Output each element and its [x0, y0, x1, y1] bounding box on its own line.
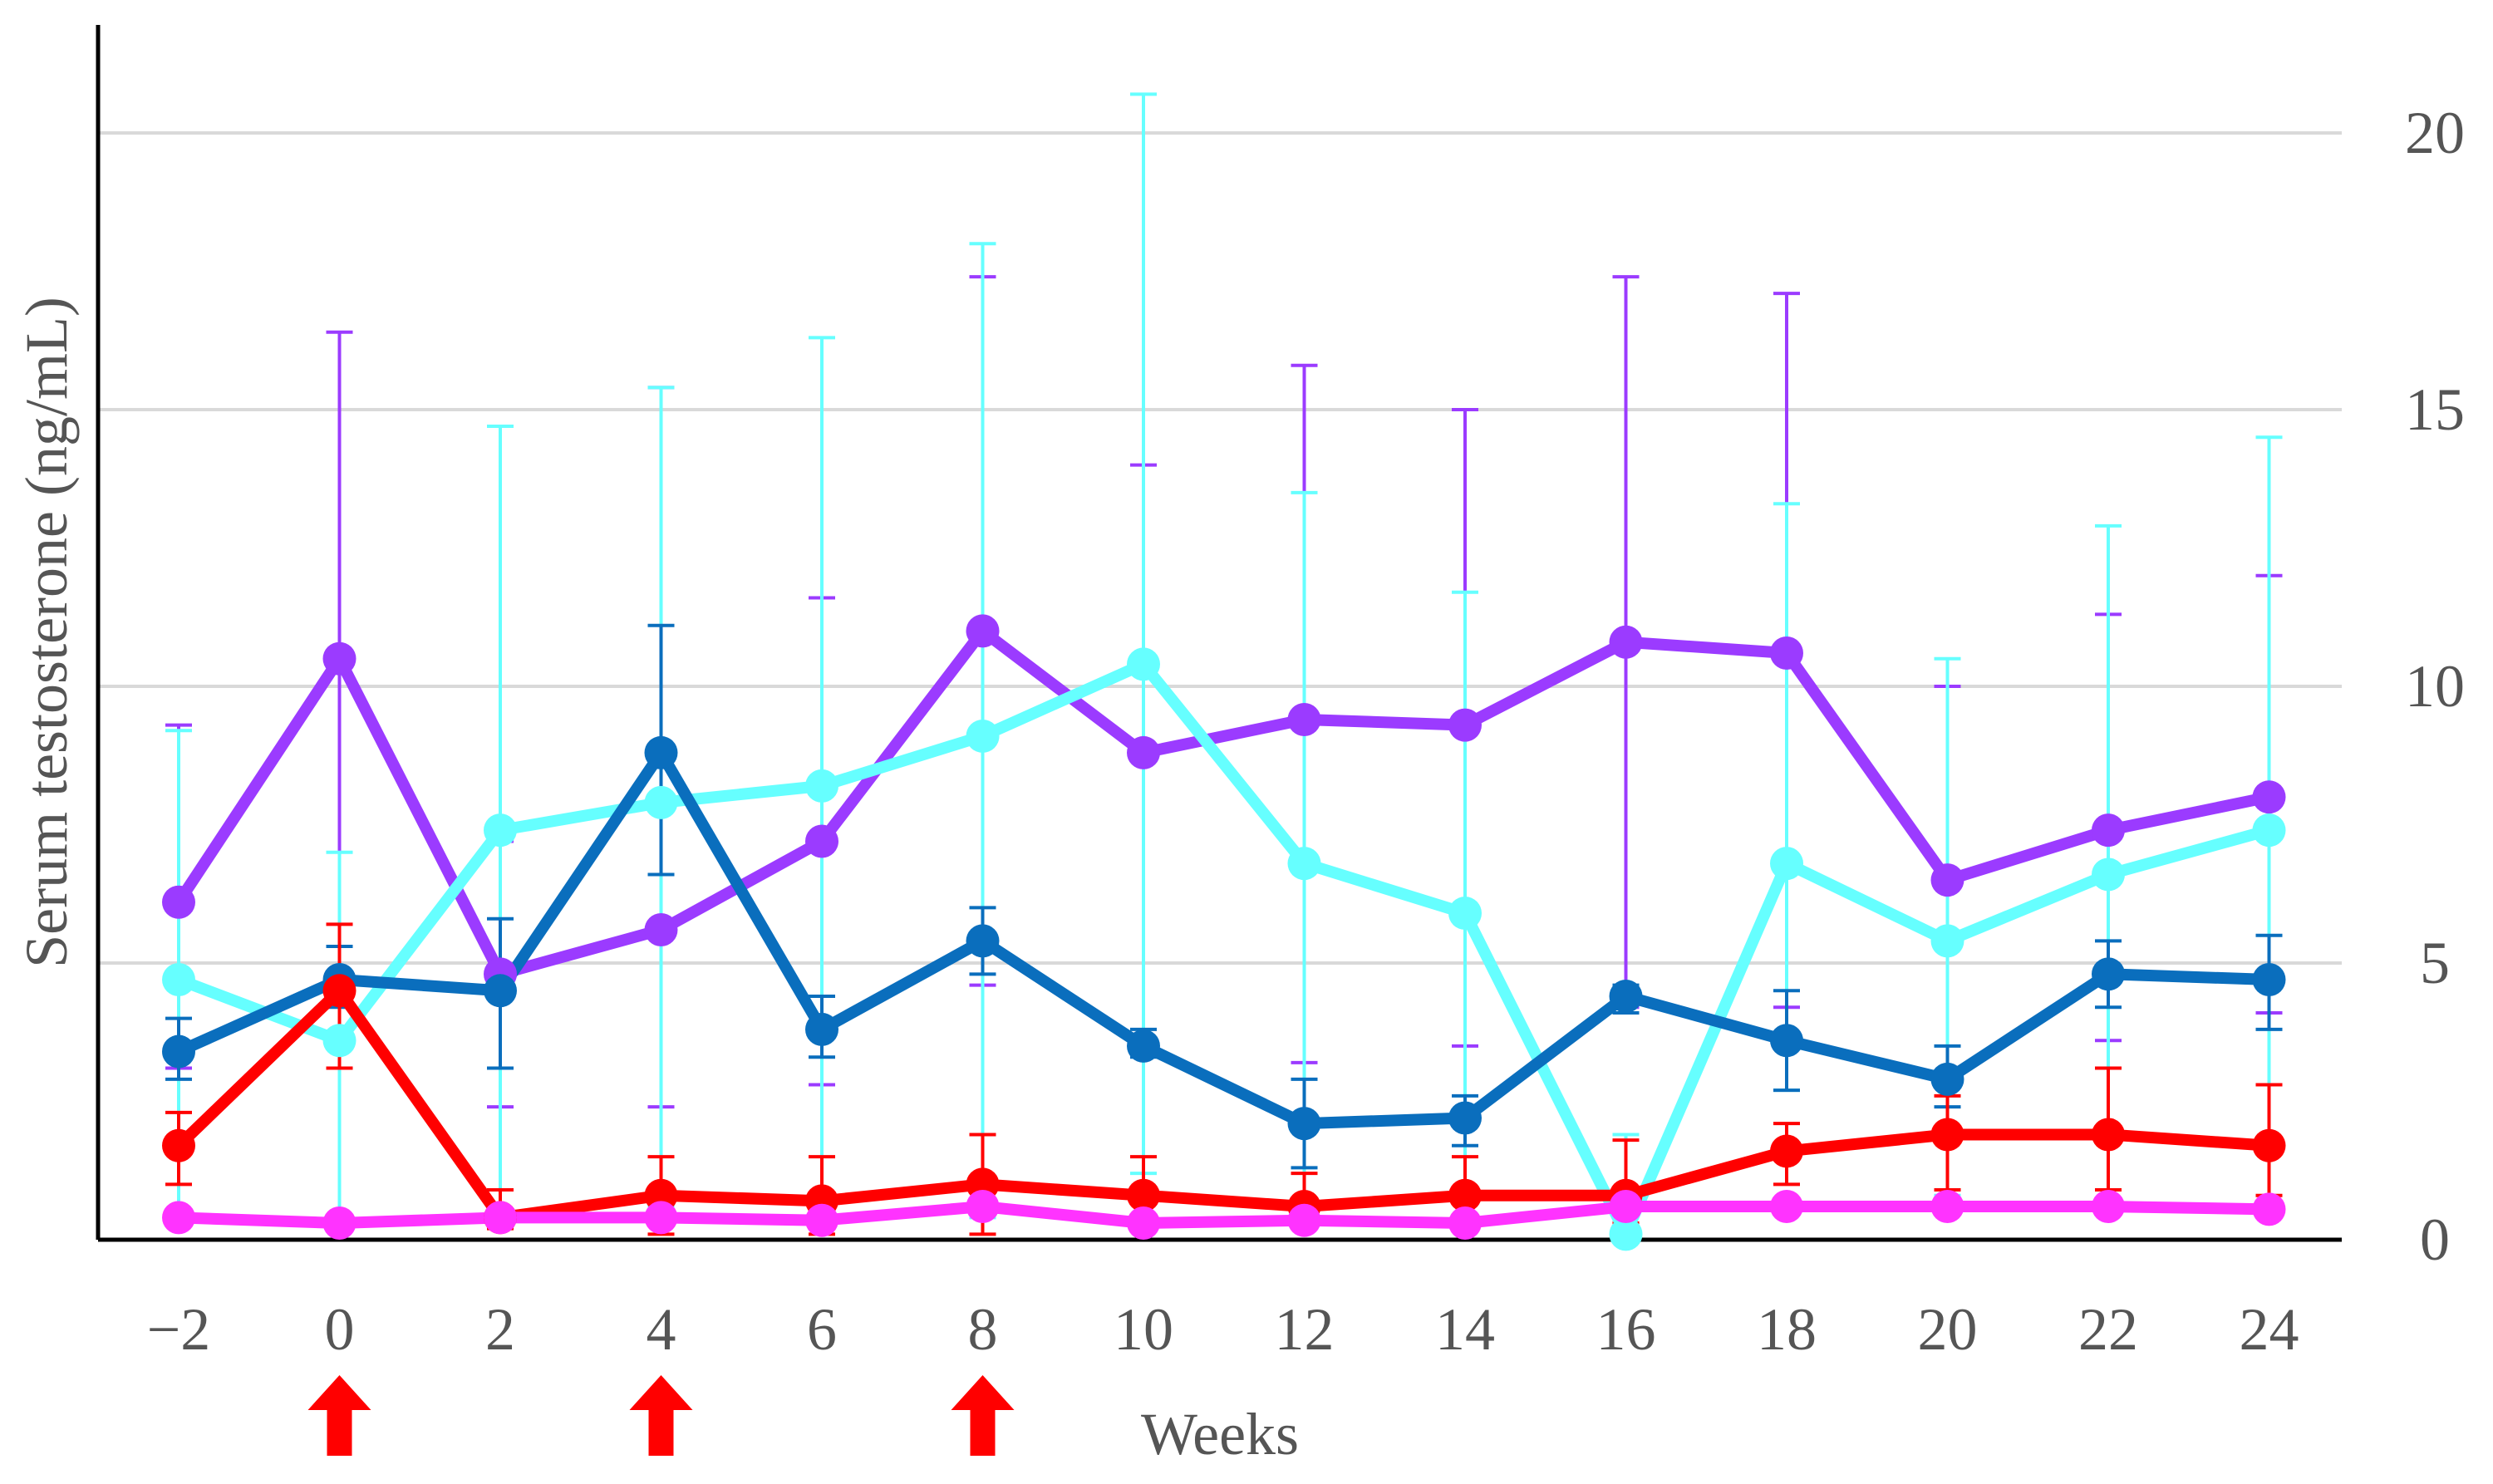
data-point-blue — [1448, 1101, 1482, 1135]
x-tick-labels: −2 0 2 4 6 8 10 12 14 16 18 20 22 24 — [147, 1296, 2299, 1363]
y-tick-label: 5 — [2420, 930, 2450, 996]
data-point-blue — [966, 924, 1000, 958]
x-tick-label: 20 — [1918, 1296, 1978, 1363]
data-point-red — [1930, 1118, 1964, 1152]
data-point-magenta — [2092, 1190, 2125, 1224]
x-axis-title: Weeks — [1141, 1401, 1299, 1467]
data-point-blue — [644, 735, 678, 769]
dose-arrow-icon — [629, 1375, 693, 1456]
data-point-blue — [162, 1034, 195, 1069]
x-tick-label: 22 — [2078, 1296, 2138, 1363]
x-tick-label: 16 — [1596, 1296, 1656, 1363]
data-point-red — [2092, 1118, 2125, 1152]
data-point-magenta — [162, 1201, 195, 1235]
y-tick-label: 15 — [2405, 376, 2465, 443]
series-lines — [173, 625, 2275, 1241]
data-point-magenta — [805, 1203, 838, 1237]
data-point-blue — [1609, 979, 1643, 1013]
data-point-blue — [1127, 1029, 1160, 1063]
data-point-magenta — [1287, 1203, 1321, 1237]
data-point-blue — [1930, 1062, 1964, 1096]
y-tick-label: 20 — [2405, 100, 2465, 166]
data-point-magenta — [1127, 1206, 1160, 1241]
data-point-blue — [805, 1012, 838, 1046]
data-point-cyan — [1609, 1217, 1643, 1251]
data-point-red — [1127, 1178, 1160, 1212]
data-point-magenta — [2252, 1192, 2286, 1226]
x-tick-label: 24 — [2240, 1296, 2299, 1363]
series-line-purple — [173, 625, 2275, 980]
data-point-blue — [2252, 962, 2286, 996]
data-point-cyan — [1448, 897, 1482, 931]
data-point-cyan — [1127, 647, 1160, 681]
data-point-purple — [1448, 708, 1482, 742]
dose-arrow-icon — [307, 1375, 371, 1456]
data-point-cyan — [162, 962, 195, 996]
y-tick-label: 0 — [2420, 1206, 2450, 1273]
series-line-magenta — [173, 1201, 2275, 1230]
data-point-red — [322, 974, 356, 1008]
data-point-cyan — [1930, 924, 1964, 958]
data-point-magenta — [1770, 1190, 1803, 1224]
data-point-red — [2252, 1128, 2286, 1162]
y-tick-labels: 0 5 10 15 20 — [2405, 100, 2465, 1273]
data-point-purple — [644, 913, 678, 947]
x-tick-label: 2 — [485, 1296, 515, 1363]
data-point-purple — [1770, 636, 1803, 671]
data-point-purple — [322, 641, 356, 676]
dose-arrow-icon — [951, 1375, 1015, 1456]
x-tick-label: 12 — [1275, 1296, 1335, 1363]
data-point-magenta — [966, 1190, 1000, 1224]
data-point-cyan — [644, 785, 678, 819]
data-point-magenta — [322, 1206, 356, 1241]
x-tick-label: 6 — [807, 1296, 837, 1363]
series-line-blue — [173, 746, 2275, 1130]
data-point-cyan — [2092, 857, 2125, 892]
x-tick-label: 8 — [968, 1296, 998, 1363]
data-point-blue — [1287, 1107, 1321, 1141]
x-tick-label: 10 — [1114, 1296, 1173, 1363]
data-point-purple — [966, 614, 1000, 648]
data-point-red — [1448, 1178, 1482, 1212]
data-point-cyan — [2252, 813, 2286, 848]
data-point-cyan — [966, 719, 1000, 753]
data-point-cyan — [322, 1024, 356, 1058]
data-point-purple — [1287, 702, 1321, 736]
data-point-purple — [1609, 625, 1643, 659]
x-tick-label: 4 — [647, 1296, 676, 1363]
data-point-blue — [2092, 957, 2125, 991]
y-tick-label: 10 — [2405, 653, 2465, 720]
data-point-red — [162, 1128, 195, 1162]
data-point-cyan — [1770, 847, 1803, 881]
series-line-red — [173, 985, 2275, 1224]
data-point-magenta — [1930, 1190, 1964, 1224]
axes — [96, 25, 2342, 1242]
data-point-cyan — [805, 769, 838, 803]
data-point-purple — [1127, 735, 1160, 769]
x-tick-label: 0 — [325, 1296, 355, 1363]
data-point-purple — [1930, 863, 1964, 897]
data-point-red — [1770, 1134, 1803, 1168]
data-point-magenta — [644, 1201, 678, 1235]
data-point-cyan — [1287, 847, 1321, 881]
x-tick-label: −2 — [147, 1296, 211, 1363]
data-point-cyan — [484, 813, 517, 848]
data-point-purple — [2252, 780, 2286, 814]
series-points — [162, 614, 2286, 1251]
dose-arrows — [307, 1375, 1015, 1456]
data-point-purple — [2092, 813, 2125, 848]
data-point-blue — [484, 974, 517, 1008]
x-tick-label: 18 — [1757, 1296, 1817, 1363]
data-point-magenta — [484, 1201, 517, 1235]
x-tick-label: 14 — [1435, 1296, 1495, 1363]
y-axis-title: Serum testosterone (ng/mL) — [13, 297, 80, 968]
data-point-blue — [1770, 1024, 1803, 1058]
data-point-magenta — [1609, 1190, 1643, 1224]
data-point-purple — [162, 885, 195, 919]
series-line-cyan — [173, 658, 2275, 1241]
data-point-magenta — [1448, 1206, 1482, 1241]
data-point-purple — [805, 824, 838, 858]
gridlines — [98, 131, 2342, 965]
